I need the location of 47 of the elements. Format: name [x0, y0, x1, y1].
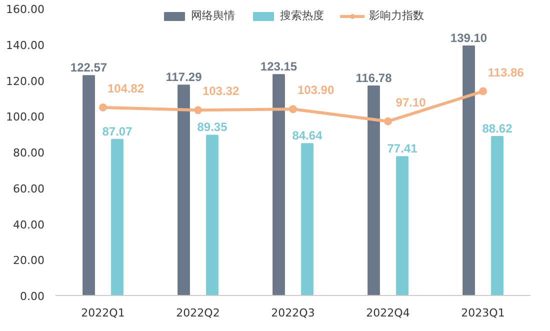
- data-label: 89.35: [197, 120, 228, 134]
- x-tick-label: 2022Q2: [176, 306, 220, 320]
- x-tick-label: 2023Q1: [461, 306, 505, 320]
- point: [99, 103, 107, 112]
- bar: [206, 134, 218, 296]
- data-label: 122.57: [70, 60, 108, 75]
- y-tick-label: 60.00: [13, 182, 45, 196]
- bar: [462, 45, 475, 296]
- x-tick-label: 2022Q1: [81, 306, 125, 320]
- bar: [272, 74, 285, 296]
- bar: [301, 143, 314, 296]
- y-tick-label: 100.00: [6, 110, 45, 124]
- bar: [396, 156, 408, 296]
- x-tick-label: 2022Q3: [271, 306, 315, 320]
- y-tick-label: 40.00: [13, 218, 45, 232]
- data-label: 139.10: [450, 30, 488, 45]
- y-tick-label: 0.00: [20, 290, 45, 303]
- y-tick-label: 140.00: [6, 38, 45, 52]
- point: [194, 106, 202, 114]
- data-label: 117.29: [166, 70, 202, 84]
- bar: [178, 84, 190, 296]
- point: [479, 87, 487, 96]
- y-tick-label: 160.00: [6, 3, 45, 16]
- data-label: 97.10: [396, 95, 426, 110]
- point: [289, 105, 297, 114]
- point: [384, 117, 392, 126]
- data-label: 103.32: [202, 84, 240, 98]
- bar: [491, 136, 504, 296]
- data-label: 104.82: [107, 81, 144, 96]
- x-tick-label: 2022Q4: [366, 306, 410, 320]
- y-tick-label: 20.00: [13, 254, 45, 268]
- data-label: 77.41: [387, 142, 418, 156]
- y-tick-label: 120.00: [6, 74, 45, 88]
- bar: [368, 86, 380, 296]
- data-label: 87.07: [102, 124, 133, 138]
- bar: [82, 75, 95, 296]
- data-label: 116.78: [356, 71, 392, 86]
- data-label: 113.86: [488, 65, 524, 80]
- legend-label: 影响力指数: [369, 8, 424, 23]
- y-tick-label: 80.00: [13, 146, 45, 160]
- data-label: 123.15: [260, 60, 298, 74]
- data-label: 88.62: [482, 122, 513, 136]
- bar: [111, 138, 124, 296]
- legend-label: 网络舆情: [191, 8, 235, 23]
- legend-label: 搜索热度: [280, 8, 324, 23]
- data-label: 103.90: [297, 83, 334, 98]
- data-label: 84.64: [292, 128, 323, 143]
